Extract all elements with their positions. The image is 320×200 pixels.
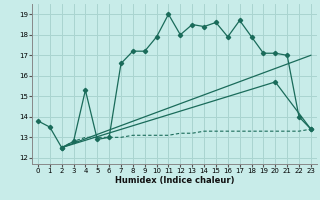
X-axis label: Humidex (Indice chaleur): Humidex (Indice chaleur): [115, 176, 234, 185]
